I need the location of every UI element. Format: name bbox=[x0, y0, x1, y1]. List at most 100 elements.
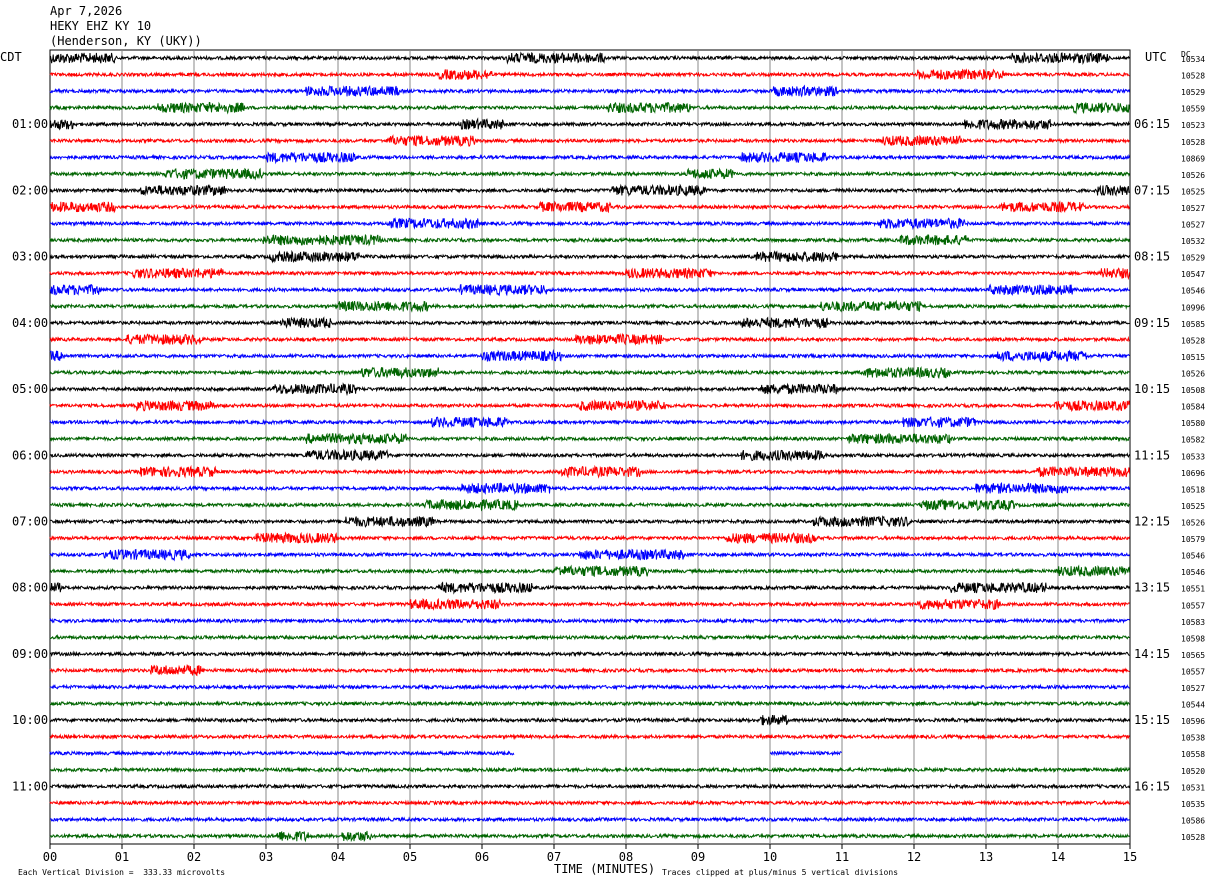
trace-line bbox=[49, 581, 1130, 595]
dc-offset-label: 10583 bbox=[1181, 618, 1205, 627]
trace-line bbox=[49, 617, 1130, 625]
trace-line bbox=[49, 183, 1130, 197]
dc-offset-label: 10527 bbox=[1181, 221, 1205, 230]
right-time-label: 15:15 bbox=[1134, 713, 1170, 727]
scale-note: Each Vertical Division = 333.33 microvol… bbox=[18, 868, 226, 877]
trace-line bbox=[49, 714, 1130, 726]
dc-offset-label: 10546 bbox=[1181, 552, 1205, 561]
dc-offset-label: 10538 bbox=[1181, 734, 1205, 743]
dc-offset-label: 10508 bbox=[1181, 386, 1205, 395]
trace-line bbox=[49, 267, 1130, 281]
trace-line bbox=[49, 564, 1130, 578]
x-tick-label: 05 bbox=[403, 850, 417, 864]
dc-offset-label: 10528 bbox=[1181, 833, 1205, 842]
trace-line bbox=[49, 167, 1130, 181]
x-tick-label: 14 bbox=[1051, 850, 1065, 864]
left-time-label: 07:00 bbox=[12, 514, 48, 528]
dc-offset-label: 10525 bbox=[1181, 502, 1205, 511]
right-time-label: 10:15 bbox=[1134, 382, 1170, 396]
x-tick-label: 12 bbox=[907, 850, 921, 864]
trace-line bbox=[49, 217, 1130, 231]
trace-line bbox=[49, 481, 1130, 495]
trace-line bbox=[49, 84, 1130, 98]
left-time-label: 08:00 bbox=[12, 581, 48, 595]
trace-line bbox=[49, 316, 1130, 330]
dc-offset-label: 10525 bbox=[1181, 187, 1205, 196]
right-time-label: 09:15 bbox=[1134, 316, 1170, 330]
dc-offset-label: 10596 bbox=[1181, 717, 1205, 726]
left-time-label: 03:00 bbox=[12, 250, 48, 264]
dc-offset-label: 10533 bbox=[1181, 452, 1205, 461]
trace-line bbox=[49, 366, 1130, 380]
dc-offset-label: 10585 bbox=[1181, 320, 1205, 329]
header-date: Apr 7,2026 bbox=[50, 4, 123, 18]
left-time-label: 06:00 bbox=[12, 448, 48, 462]
trace-line bbox=[49, 749, 842, 757]
dc-offset-label: 10526 bbox=[1181, 518, 1205, 527]
trace-line bbox=[49, 101, 1130, 115]
dc-offset-label: 10557 bbox=[1181, 601, 1205, 610]
dc-offset-label: 10529 bbox=[1181, 254, 1205, 263]
trace-line bbox=[49, 633, 1130, 641]
trace-line bbox=[49, 134, 1130, 148]
trace-line bbox=[49, 650, 1130, 658]
dc-offset-label: 10557 bbox=[1181, 667, 1205, 676]
dc-offset-label: 10544 bbox=[1181, 701, 1205, 710]
dc-offset-label: 10559 bbox=[1181, 105, 1205, 114]
dc-offset-label: 10527 bbox=[1181, 204, 1205, 213]
trace-line bbox=[49, 766, 1130, 774]
dc-offset-label: 10565 bbox=[1181, 651, 1205, 660]
dc-offset-label: 10551 bbox=[1181, 585, 1205, 594]
header-location: (Henderson, KY (UKY)) bbox=[50, 34, 202, 48]
trace-line bbox=[49, 498, 1130, 512]
dc-offset-label: 10579 bbox=[1181, 535, 1205, 544]
x-tick-label: 10 bbox=[763, 850, 777, 864]
x-tick-label: 03 bbox=[259, 850, 273, 864]
dc-offset-label: 10523 bbox=[1181, 121, 1205, 130]
left-time-label: 04:00 bbox=[12, 316, 48, 330]
trace-line bbox=[49, 68, 1130, 81]
trace-line bbox=[49, 416, 1130, 429]
x-tick-label: 11 bbox=[835, 850, 849, 864]
dc-offset-label: 10996 bbox=[1181, 303, 1205, 312]
x-tick-label: 09 bbox=[691, 850, 705, 864]
trace-line bbox=[49, 733, 1130, 741]
dc-offset-label: 10869 bbox=[1181, 154, 1205, 163]
trace-line bbox=[49, 531, 1130, 545]
trace-line bbox=[49, 683, 1130, 691]
trace-line bbox=[49, 399, 1130, 413]
plot-frame bbox=[49, 49, 1131, 845]
x-tick-label: 15 bbox=[1123, 850, 1137, 864]
dc-offset-label: 10535 bbox=[1181, 800, 1205, 809]
dc-offset-label: 10518 bbox=[1181, 485, 1205, 494]
dc-offset-label: 10526 bbox=[1181, 171, 1205, 180]
dc-offset-label: 10528 bbox=[1181, 336, 1205, 345]
dc-offset-label: 10520 bbox=[1181, 767, 1205, 776]
right-time-label: 12:15 bbox=[1134, 514, 1170, 528]
dc-offset-label: 10586 bbox=[1181, 816, 1205, 825]
trace-line bbox=[49, 51, 1130, 66]
trace-line bbox=[49, 332, 1130, 346]
left-time-label: 05:00 bbox=[12, 382, 48, 396]
dc-offset-label: 10546 bbox=[1181, 568, 1205, 577]
trace-line bbox=[49, 448, 1130, 462]
trace-line bbox=[49, 249, 1130, 264]
trace-line bbox=[49, 200, 1130, 214]
dc-label: DC bbox=[1181, 50, 1191, 59]
left-time-label: 10:00 bbox=[12, 713, 48, 727]
trace-line bbox=[49, 349, 1130, 363]
x-tick-label: 04 bbox=[331, 850, 345, 864]
right-timezone-label: UTC bbox=[1145, 50, 1167, 64]
x-axis-label: TIME (MINUTES) bbox=[554, 862, 656, 876]
dc-offset-label: 10532 bbox=[1181, 237, 1205, 246]
header-station: HEKY EHZ KY 10 bbox=[50, 19, 152, 33]
right-time-label: 11:15 bbox=[1134, 448, 1170, 462]
dc-offset-label: 10528 bbox=[1181, 138, 1205, 147]
dc-offset-label: 10531 bbox=[1181, 783, 1205, 792]
left-time-label: 09:00 bbox=[12, 647, 48, 661]
trace-line bbox=[49, 515, 1130, 528]
trace-line bbox=[49, 664, 1130, 677]
x-tick-label: 00 bbox=[43, 850, 57, 864]
right-time-label: 14:15 bbox=[1134, 647, 1170, 661]
